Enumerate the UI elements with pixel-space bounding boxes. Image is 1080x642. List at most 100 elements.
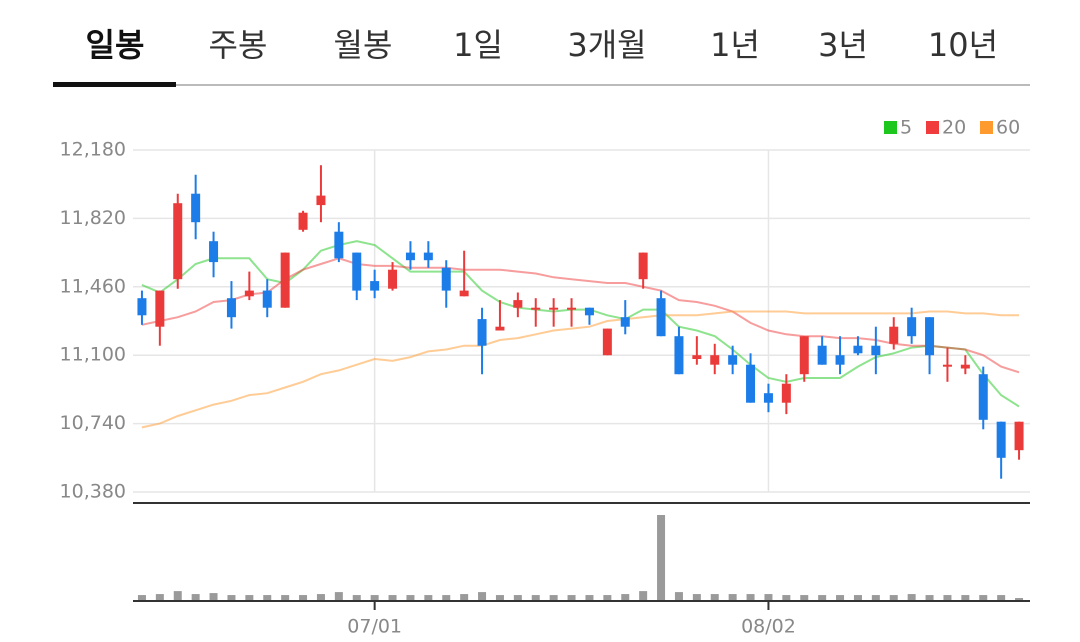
candle-body	[996, 421, 1006, 458]
legend-swatch	[884, 121, 897, 134]
candle-body	[209, 241, 219, 263]
candle-body	[817, 345, 827, 365]
tab[interactable]: 3개월	[567, 26, 647, 64]
volume-bar	[782, 595, 791, 600]
volume-bar	[836, 595, 845, 600]
candle-body	[799, 336, 809, 375]
tab[interactable]: 1년	[710, 26, 760, 64]
candle-body	[907, 317, 917, 337]
candle-body	[835, 355, 845, 365]
tab[interactable]: 10년	[927, 26, 999, 64]
period-tabs: 일봉 주봉 월봉 1일 3개월 1년 3년 10년	[0, 0, 1080, 90]
volume-bar	[531, 595, 540, 600]
tab[interactable]: 일봉	[85, 26, 145, 64]
candle-body	[298, 212, 308, 230]
tab[interactable]: 1일	[453, 26, 503, 64]
volume-bar	[245, 595, 254, 600]
volume-bar	[173, 591, 182, 600]
volume-bar	[567, 595, 576, 600]
tab[interactable]: 주봉	[208, 26, 268, 64]
volume-bar	[943, 595, 952, 600]
volume-bar	[639, 591, 648, 600]
candle-body	[155, 290, 165, 327]
volume-bar	[209, 593, 218, 600]
volume-bar	[603, 595, 612, 600]
volume-bar	[710, 594, 719, 600]
tab[interactable]: 3년	[818, 26, 868, 64]
candle-body	[244, 290, 254, 297]
candle-body	[477, 319, 487, 346]
y-tick-label: 10,740	[60, 412, 126, 434]
volume-bar	[334, 592, 343, 600]
candle-body	[405, 252, 415, 261]
candle-body	[692, 355, 702, 359]
volume-bar	[853, 595, 862, 600]
volume-bar	[388, 595, 397, 600]
candle-body	[871, 345, 881, 356]
candle-body	[441, 267, 451, 291]
candle-body	[567, 307, 577, 310]
ma-line	[141, 310, 1019, 429]
volume-bar	[657, 515, 666, 600]
candle-body	[352, 252, 362, 291]
candle-body	[674, 336, 684, 375]
volume-bar	[281, 595, 290, 600]
candle-body	[584, 307, 594, 316]
volume-bar	[764, 594, 773, 600]
volume-bar	[299, 595, 308, 600]
legend-label: 60	[996, 117, 1020, 139]
candle-body	[316, 195, 326, 206]
candle-body	[728, 355, 738, 365]
candle-body	[262, 290, 272, 308]
candle-body	[978, 374, 988, 420]
volume-bar	[925, 595, 934, 600]
candle-body	[549, 307, 559, 310]
legend-label: 5	[900, 117, 912, 139]
x-tick-label: 08/02	[741, 616, 796, 638]
volume-bar	[442, 595, 451, 600]
candle-body	[710, 355, 720, 365]
candle-body	[942, 364, 952, 367]
legend-swatch	[980, 121, 993, 134]
candle-body	[620, 317, 630, 327]
tab-divider	[53, 84, 1030, 86]
candle-body	[459, 290, 469, 297]
volume-bar	[979, 595, 988, 600]
volume-bar	[227, 595, 236, 600]
volume-bar	[585, 595, 594, 600]
candle-body	[960, 364, 970, 369]
legend-swatch	[926, 121, 939, 134]
volume-bar	[621, 594, 630, 600]
candle-body	[334, 231, 344, 259]
y-tick-label: 12,180	[60, 139, 126, 161]
volume-bar	[674, 592, 683, 600]
volume-bar	[263, 595, 272, 600]
volume-bar	[549, 595, 558, 600]
candle-body	[423, 252, 433, 261]
candle-body	[746, 364, 756, 403]
x-tick-label: 07/01	[347, 616, 402, 638]
volume-bar	[406, 595, 415, 600]
candle-body	[925, 317, 935, 356]
volume-bar	[460, 594, 469, 600]
candle-body	[191, 193, 201, 223]
candle-body	[226, 298, 236, 318]
volume-bar	[191, 594, 200, 600]
candle-body	[656, 298, 666, 337]
volume-bar	[871, 595, 880, 600]
ma-line	[141, 240, 1020, 408]
volume-bar	[746, 594, 755, 600]
candle-body	[638, 252, 648, 280]
candle-body	[137, 298, 147, 316]
volume-bar	[478, 592, 487, 600]
volume-bar	[513, 595, 522, 600]
volume-bar	[424, 595, 433, 600]
y-tick-label: 11,460	[60, 275, 126, 297]
volume-bar	[728, 594, 737, 600]
volume-bar	[818, 595, 827, 600]
tab[interactable]: 월봉	[333, 26, 393, 64]
legend-label: 20	[942, 117, 966, 139]
volume-bar	[997, 595, 1006, 600]
